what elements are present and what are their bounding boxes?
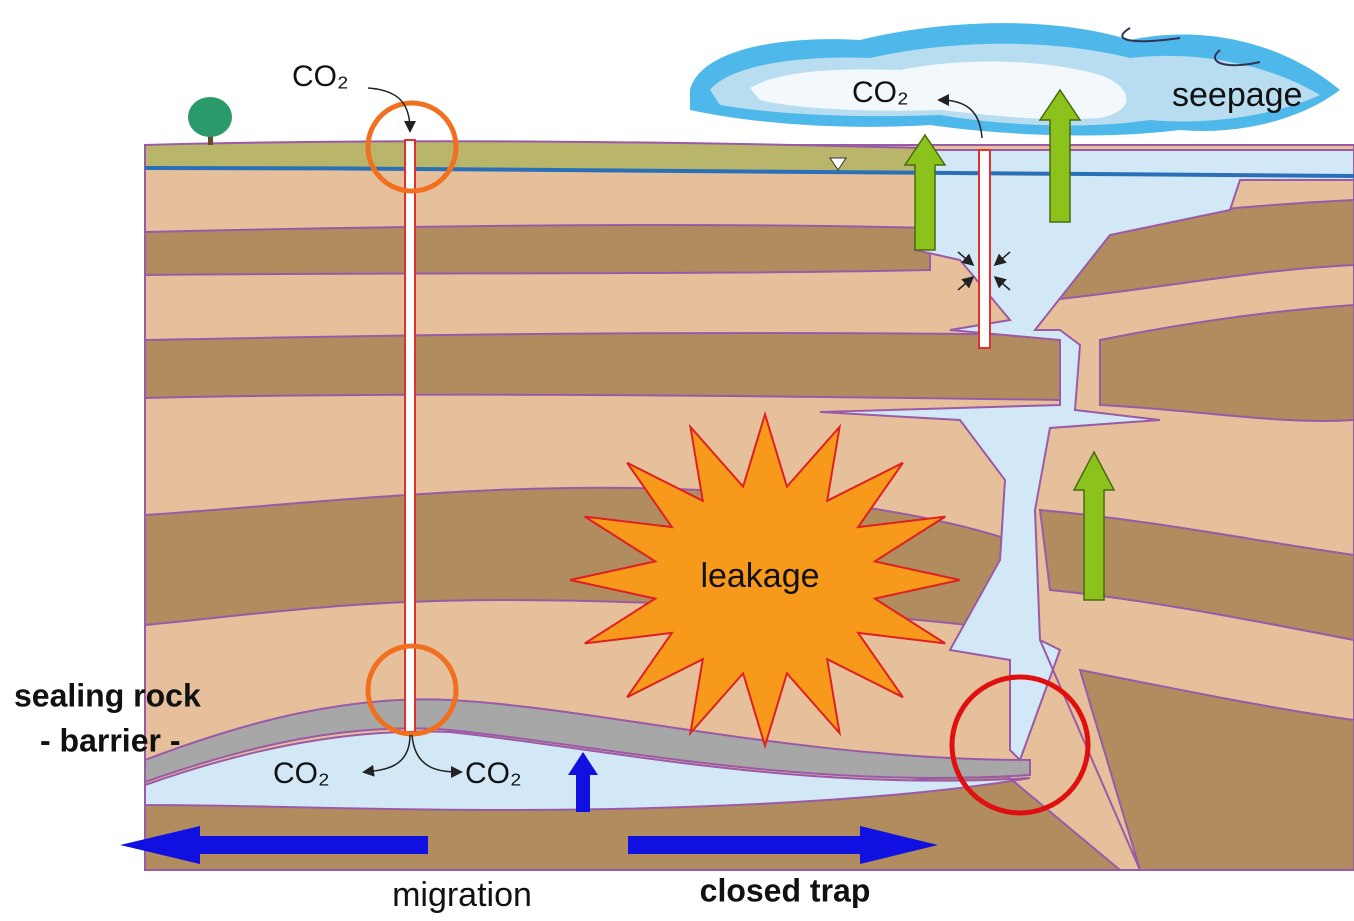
leakage-label: leakage — [700, 557, 819, 595]
seepage-label: seepage — [1172, 76, 1302, 114]
diagram: CO₂ CO₂ CO₂ CO₂ seepage leakage sealing … — [0, 0, 1354, 921]
co2-label: CO₂ — [292, 60, 349, 93]
migration-label: migration — [392, 876, 532, 914]
co2-label: CO₂ — [465, 757, 522, 790]
sealing-rock-label: - barrier - — [40, 722, 180, 758]
co2-label: CO₂ — [852, 76, 909, 109]
co2-label: CO₂ — [273, 757, 330, 790]
old-well — [979, 150, 990, 348]
injection-well — [405, 140, 415, 732]
sealing-rock-label: sealing rock — [14, 677, 201, 713]
closed-trap-label: closed trap — [700, 872, 871, 908]
tree — [188, 97, 232, 145]
